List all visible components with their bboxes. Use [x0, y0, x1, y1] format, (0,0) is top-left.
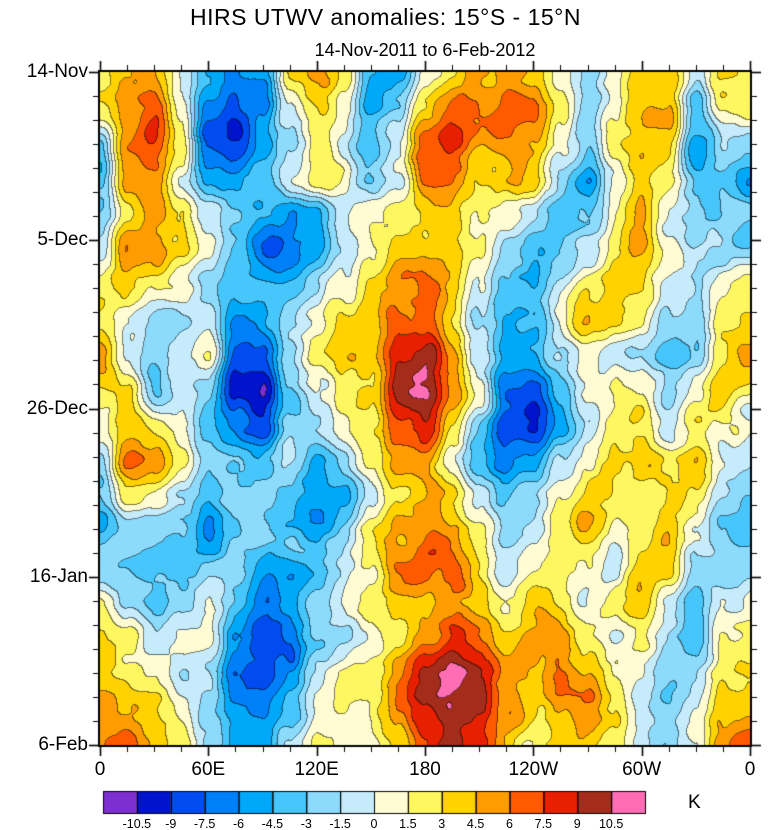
colorbar-tick-label: -10.5 — [122, 817, 152, 830]
x-tick-label: 60E — [191, 759, 226, 780]
y-tick-label: 26-Dec — [26, 397, 88, 419]
colorbar-tick-label: 1.5 — [399, 817, 417, 830]
colorbar-tick-label: -4.5 — [261, 817, 284, 830]
colorbar-tick-label: 9 — [573, 817, 581, 830]
x-tick-label: 60W — [622, 759, 662, 780]
colorbar-tick-label: -3 — [300, 817, 312, 830]
y-tick-label: 16-Jan — [29, 565, 88, 587]
chart-title: HIRS UTWV anomalies: 15°S - 15°N — [189, 4, 581, 30]
x-tick-label: 0 — [744, 759, 756, 780]
colorbar-tick-label: 10.5 — [598, 817, 624, 830]
colorbar-unit-label: K — [688, 792, 701, 813]
x-tick-label: 180 — [409, 759, 441, 780]
colorbar-tick-label: 0 — [370, 817, 378, 830]
colorbar-tick-label: 7.5 — [534, 817, 553, 830]
colorbar-tick-label: -9 — [165, 817, 177, 830]
y-tick-label: 14-Nov — [26, 61, 88, 82]
x-tick-label: 120W — [508, 759, 559, 780]
colorbar-tick-label: -1.5 — [329, 817, 351, 830]
x-tick-label: 120E — [294, 759, 339, 780]
colorbar-tick-label: -6 — [232, 817, 245, 830]
y-tick-label: 6-Feb — [38, 734, 88, 755]
colorbar-tick-label: 3 — [438, 817, 446, 830]
y-tick-label: 5-Dec — [37, 229, 88, 251]
colorbar-tick-label: 4.5 — [466, 817, 485, 830]
colorbar-tick-label: 6 — [506, 817, 513, 830]
colorbar-tick-label: -7.5 — [193, 817, 216, 830]
chart-subtitle: 14-Nov-2011 to 6-Feb-2012 — [314, 40, 536, 60]
x-tick-label: 0 — [94, 759, 106, 780]
